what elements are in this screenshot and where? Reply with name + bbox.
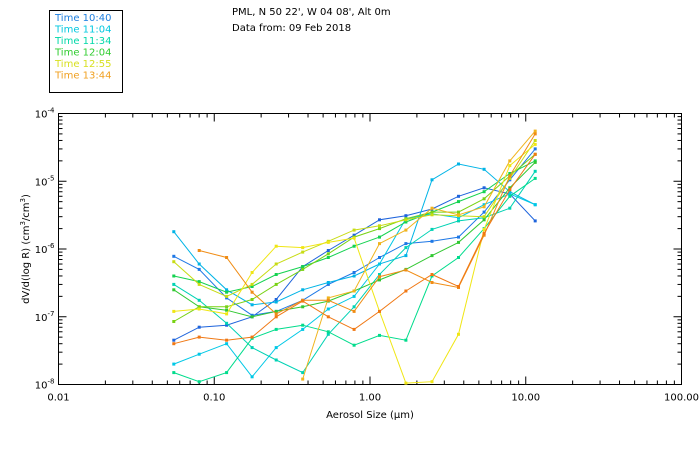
y-tick-label: 10-7	[35, 310, 55, 324]
series-4	[172, 169, 537, 375]
series-line	[173, 177, 536, 383]
axis-ticks: 0.01 0.10 1.00 10.00 100.00 10-8 10-7 10-6 10-5 1…	[35, 107, 699, 404]
series-line	[173, 144, 536, 384]
series-0	[172, 186, 537, 342]
y-tick-label: 10-6	[35, 242, 55, 256]
legend-entry: Time 10:40	[54, 13, 111, 24]
series-line	[173, 148, 536, 316]
series-line	[173, 193, 536, 378]
plot-frame	[58, 113, 682, 385]
data-date: Data from: 09 Feb 2018	[232, 23, 351, 34]
x-tick-label: 100.00	[664, 393, 699, 404]
legend-box	[49, 10, 123, 93]
series-line	[173, 171, 536, 374]
legend-entry: Time 12:04	[54, 48, 111, 59]
station-title: PML, N 50 22', W 04 08', Alt 0m	[232, 7, 391, 18]
series-line	[173, 160, 536, 293]
series-line	[173, 187, 536, 341]
y-axis-label: dV/d(log R) (cm3/cm3)	[19, 194, 32, 304]
y-tick-label: 10-8	[35, 378, 55, 392]
x-axis-label: Aerosol Size (µm)	[326, 410, 414, 421]
x-tick-label: 0.01	[47, 393, 69, 404]
series-line	[199, 133, 536, 315]
series-10	[172, 142, 537, 385]
y-tick-label: 10-4	[35, 107, 55, 121]
x-tick-label: 10.00	[511, 393, 540, 404]
legend-entry: Time 11:34	[54, 36, 111, 47]
series-line	[173, 154, 536, 345]
series-layer	[172, 129, 537, 385]
y-tick-label: 10-5	[35, 174, 55, 188]
legend-entry: Time 13:44	[54, 71, 111, 82]
series-13	[172, 152, 537, 346]
x-tick-label: 0.10	[203, 393, 225, 404]
series-line	[302, 130, 536, 380]
series-line	[173, 163, 536, 306]
series-3	[172, 192, 537, 379]
legend-entry: Time 11:04	[54, 25, 111, 36]
series-11	[301, 129, 537, 381]
series-line	[173, 140, 536, 297]
legend-entry: Time 12:55	[54, 59, 111, 70]
x-tick-label: 1.00	[359, 393, 381, 404]
